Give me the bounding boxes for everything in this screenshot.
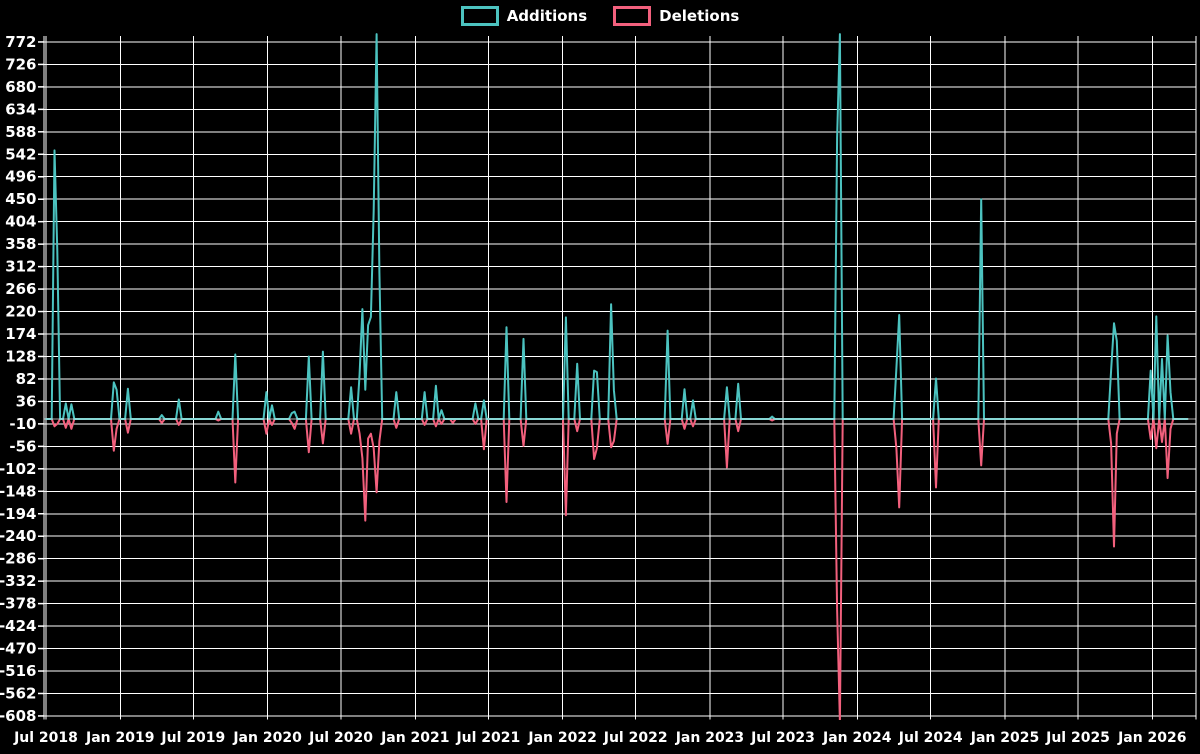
deletions-swatch-icon [613,6,652,26]
y-tick-label: -470 [0,640,37,658]
x-tick-label: Jan 2020 [232,730,302,746]
y-tick-label: 450 [5,190,36,208]
x-tick-label: Jul 2019 [160,730,225,746]
y-tick-label: 772 [5,33,36,51]
x-tick-label: Jul 2020 [308,730,373,746]
y-tick-label: 726 [5,55,36,73]
x-tick-label: Jul 2021 [455,730,520,746]
x-tick-label: Jan 2023 [675,730,744,746]
y-tick-label: 542 [5,145,36,163]
y-tick-label: 82 [16,370,37,388]
y-tick-label: -10 [9,415,36,433]
y-tick-label: 634 [5,100,36,118]
legend-label-additions: Additions [506,7,588,25]
axis-ticks-and-labels: 772 726 680 634 588 542 496 450 404 358 312 266 220 1… [0,33,1187,746]
x-tick-label: Jan 2026 [1117,730,1186,746]
y-tick-label: 588 [5,123,36,141]
x-tick-label: Jul 2018 [13,730,78,746]
y-tick-label: 128 [5,347,36,365]
additions-line [45,33,1189,420]
y-tick-label: 312 [5,258,36,276]
y-tick-label: -240 [0,527,37,545]
y-tick-label: 174 [5,325,36,343]
x-tick-label: Jan 2025 [970,730,1039,746]
y-tick-label: -378 [0,595,37,613]
x-tick-label: Jul 2023 [750,730,815,746]
y-tick-label: 680 [5,78,36,96]
x-tick-label: Jan 2019 [85,730,154,746]
x-tick-label: Jul 2024 [898,730,963,746]
grid-lines [43,36,1197,720]
x-tick-label: Jul 2025 [1045,730,1110,746]
y-tick-label: -424 [0,617,37,635]
legend-label-deletions: Deletions [659,7,740,25]
x-tick-label: Jul 2022 [603,730,668,746]
y-tick-label: -286 [0,550,37,568]
additions-swatch-icon [460,6,499,26]
x-tick-label: Jan 2024 [822,730,892,746]
y-tick-label: 496 [5,168,36,186]
y-tick-label: -102 [0,460,37,478]
y-tick-label: -194 [0,505,37,523]
legend-item-deletions[interactable]: Deletions [613,6,739,26]
x-tick-label: Jan 2021 [380,730,449,746]
data-series [45,33,1189,720]
x-tick-label: Jan 2022 [527,730,596,746]
legend-item-additions[interactable]: Additions [460,6,588,26]
y-tick-label: 220 [5,303,36,321]
y-tick-label: -562 [0,684,37,702]
y-tick-label: -332 [0,572,37,590]
y-tick-label: -608 [0,707,37,725]
y-tick-label: 266 [5,280,36,298]
deletions-line [45,418,1189,720]
y-tick-label: 404 [5,213,36,231]
y-tick-label: 36 [16,392,37,410]
y-tick-label: -516 [0,662,37,680]
chart-legend: Additions Deletions [0,6,1200,26]
y-tick-label: -148 [0,482,37,500]
y-tick-label: 358 [5,235,36,253]
y-tick-label: -56 [9,437,36,455]
